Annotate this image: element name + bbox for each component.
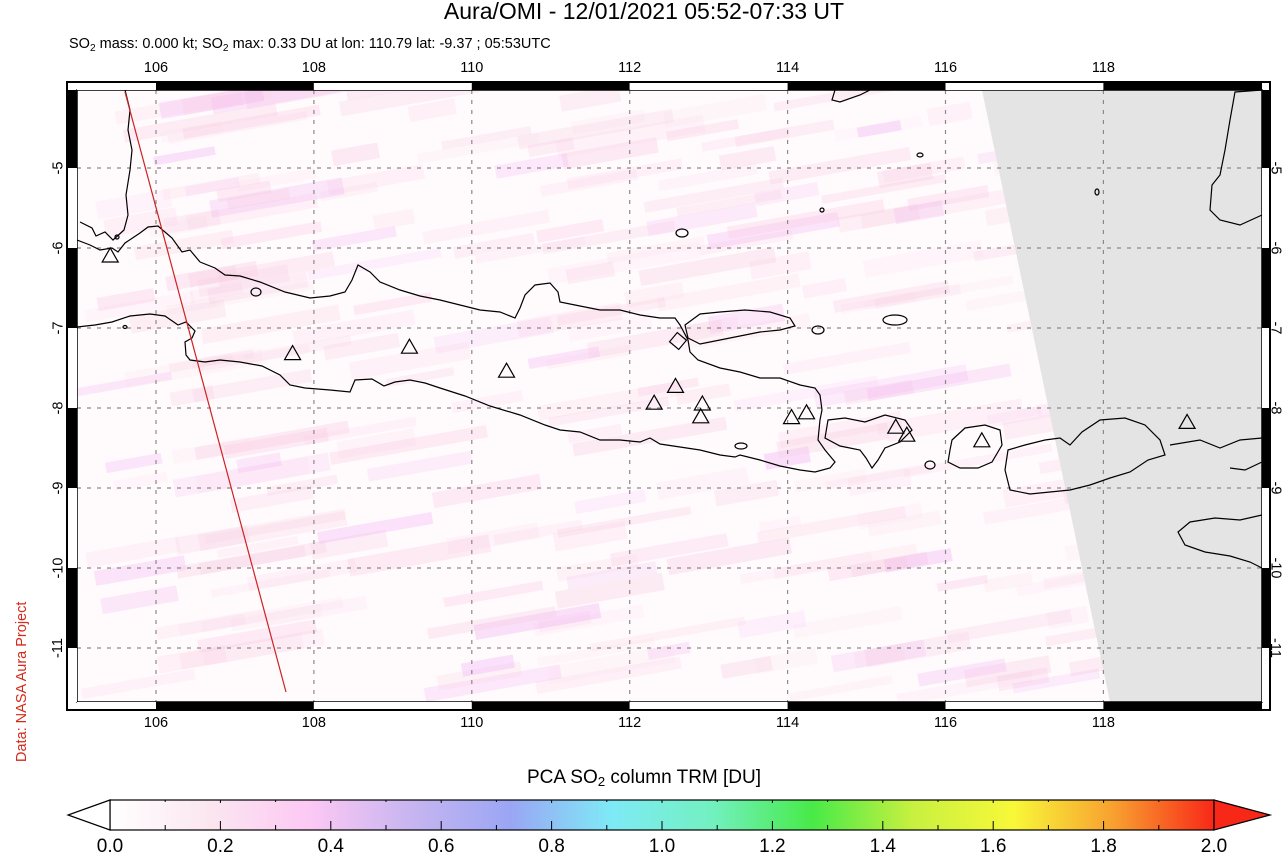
colorbar-tick-label: 0.2: [207, 836, 234, 857]
colorbar-tick-label: 1.6: [979, 836, 1007, 857]
volcano-marker-icon: [101, 246, 120, 263]
volcano-marker-icon: [782, 408, 801, 425]
lon-tick-label: 114: [776, 60, 800, 76]
colorbar-tick-label: 0.4: [317, 836, 345, 857]
lat-tick-label: -5: [50, 161, 67, 175]
volcano-marker-icon: [666, 377, 685, 393]
lat-tick-label: -9: [50, 481, 67, 495]
no-data-region: [982, 90, 1262, 702]
volcano-marker-icon: [691, 407, 710, 424]
lat-tick-label: -6: [50, 241, 67, 255]
volcano-marker-icon: [1178, 413, 1197, 429]
map-frame: [66, 81, 1271, 711]
colorbar-tick-label: 1.2: [759, 836, 786, 857]
colorbar-title: PCA SO2 column TRM [DU]: [526, 767, 762, 789]
lon-tick-label: 110: [460, 60, 484, 76]
lat-tick-label: -7: [1267, 321, 1284, 335]
lon-tick-label: 114: [776, 715, 800, 731]
lon-tick-label: 112: [618, 60, 642, 76]
colorbar-tick-label: 1.8: [1090, 836, 1117, 857]
volcano-marker-icon: [400, 337, 419, 354]
lon-tick-label: 112: [618, 715, 642, 731]
coastlines: [77, 90, 1262, 569]
lon-tick-label: 116: [933, 715, 958, 731]
colorbar-tick-label: 0.0: [96, 836, 124, 857]
lat-tick-label: -8: [1267, 401, 1284, 415]
lon-tick-label: 108: [301, 60, 326, 76]
lat-tick-label: -7: [50, 321, 67, 335]
lon-tick-label: 108: [301, 715, 326, 731]
volcano-marker-icon: [886, 417, 905, 434]
colorbar-under-triangle: [66, 799, 111, 831]
lat-tick-label: -10: [1267, 557, 1284, 579]
lat-tick-label: -10: [50, 557, 67, 579]
colorbar-tick-label: 0.6: [427, 836, 455, 857]
colorbar-tick-label: 0.8: [538, 836, 565, 857]
lon-tick-label: 106: [143, 60, 169, 76]
chart-subtitle: SO2 mass: 0.000 kt; SO2 max: 0.33 DU at …: [69, 36, 551, 54]
lat-tick-label: -11: [1266, 638, 1283, 658]
lat-tick-label: -11: [49, 638, 66, 658]
volcano-marker-icon: [693, 394, 712, 411]
orbit-track-line: [124, 91, 287, 693]
lon-tick-label: 106: [143, 715, 169, 731]
lon-tick-label: 118: [1091, 60, 1115, 76]
colorbar-tick-label: 2.0: [1200, 836, 1228, 857]
volcano-marker-icon: [283, 344, 302, 361]
colorbar-over-triangle: [1213, 799, 1273, 831]
volcano-marker-icon: [897, 425, 916, 442]
colorbar-tick-label: 1.4: [869, 836, 897, 857]
colorbar-tick-label: 1.0: [648, 836, 676, 857]
lon-tick-label: 110: [460, 715, 484, 731]
lon-tick-label: 118: [1091, 715, 1115, 731]
volcano-marker-icon: [645, 393, 664, 410]
colorbar: [66, 799, 1273, 831]
lat-tick-label: -9: [1267, 481, 1284, 495]
gridlines: [77, 90, 1262, 702]
lat-tick-label: -5: [1267, 161, 1284, 175]
volcano-markers: [101, 246, 1197, 448]
volcano-marker-icon: [497, 361, 516, 378]
lat-tick-label: -6: [1267, 241, 1284, 255]
volcano-marker-icon: [972, 431, 991, 448]
volcano-marker-icon: [797, 403, 816, 420]
lat-tick-label: -8: [50, 401, 67, 415]
lon-tick-label: 116: [933, 60, 958, 76]
chart-title: Aura/OMI - 12/01/2021 05:52-07:33 UT: [443, 0, 845, 24]
so2-swath-pixels: [77, 90, 1215, 702]
